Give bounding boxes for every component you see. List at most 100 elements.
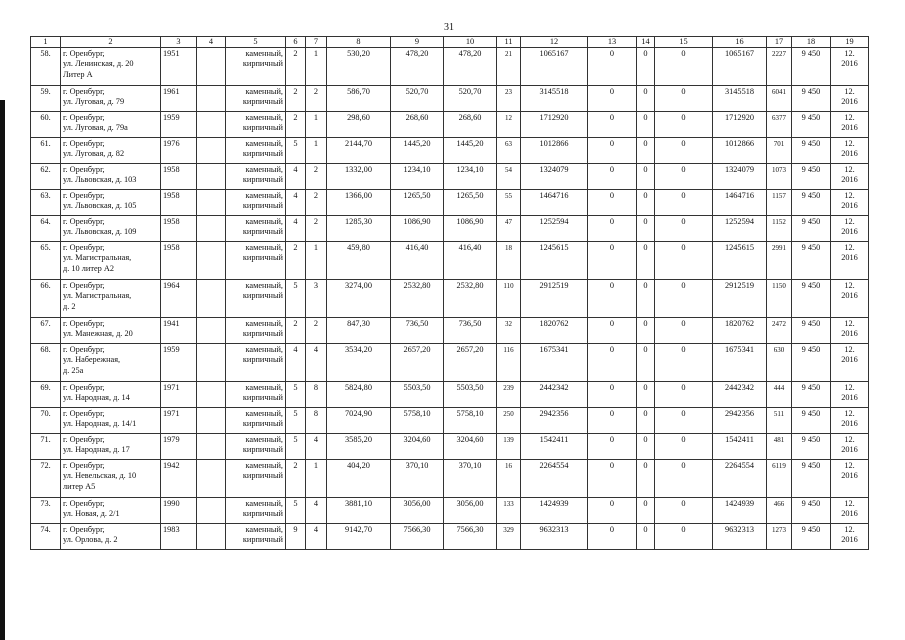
cell-residents: 21: [496, 47, 521, 87]
column-header-11: 11: [496, 35, 521, 49]
cell-col-15: 0: [654, 407, 713, 435]
column-header-19: 19: [830, 35, 869, 49]
cell-rate: 9 450: [791, 215, 831, 243]
cell-unit-cost: 630: [766, 343, 792, 383]
cell-residents: 250: [496, 407, 521, 435]
table-row: 63. г. Оренбург, ул. Львовская, д. 105 195…: [30, 189, 869, 217]
column-header-14: 14: [636, 35, 655, 49]
cell-cost: 2442342: [520, 381, 588, 409]
cell-wall-material: каменный, кирпичный: [225, 343, 286, 383]
cell-deadline: 12. 2016: [830, 111, 869, 139]
cell-address: г. Оренбург, ул. Орлова, д. 2: [60, 523, 161, 551]
cell-col-13: 0: [587, 85, 637, 113]
cell-total-cost: 1542411: [712, 433, 767, 461]
cell-area-col-10: 2657,20: [443, 343, 497, 383]
cell-wall-material: каменный, кирпичный: [225, 279, 286, 319]
cell-deadline: 12. 2016: [830, 433, 869, 461]
cell-col-13: 0: [587, 279, 637, 319]
cell-total-area: 2144,70: [326, 137, 391, 165]
cell-col-13: 0: [587, 317, 637, 345]
cell-col-4: [196, 241, 226, 281]
cell-total-area: 298,60: [326, 111, 391, 139]
cell-wall-material: каменный, кирпичный: [225, 459, 286, 499]
header-row: 1 2 3 4 5 6 7 8 9 10 11 12 13 14 15 16 17 18 19: [30, 35, 869, 49]
cell-unit-cost: 2472: [766, 317, 792, 345]
cell-col-15: 0: [654, 279, 713, 319]
cell-address: г. Оренбург, ул. Луговая, д. 82: [60, 137, 161, 165]
cell-unit-cost: 6377: [766, 111, 792, 139]
cell-address: г. Оренбург, ул. Набережная, д. 25а: [60, 343, 161, 383]
cell-col-4: [196, 137, 226, 165]
cell-area-col-10: 1445,20: [443, 137, 497, 165]
cell-cost: 1712920: [520, 111, 588, 139]
column-header-9: 9: [390, 35, 444, 49]
cell-floors: 2: [285, 317, 306, 345]
cell-total-area: 3585,20: [326, 433, 391, 461]
cell-deadline: 12. 2016: [830, 279, 869, 319]
cell-total-cost: 2264554: [712, 459, 767, 499]
cell-col-13: 0: [587, 433, 637, 461]
cell-unit-cost: 1273: [766, 523, 792, 551]
cell-col-14: 0: [636, 497, 655, 525]
cell-row-number: 69.: [30, 381, 61, 409]
cell-wall-material: каменный, кирпичный: [225, 85, 286, 113]
cell-year-built: 1941: [160, 317, 197, 345]
cell-total-cost: 1012866: [712, 137, 767, 165]
cell-rate: 9 450: [791, 137, 831, 165]
cell-wall-material: каменный, кирпичный: [225, 189, 286, 217]
cell-col-15: 0: [654, 523, 713, 551]
cell-col-15: 0: [654, 459, 713, 499]
cell-cost: 9632313: [520, 523, 588, 551]
cell-row-number: 60.: [30, 111, 61, 139]
cell-col-14: 0: [636, 381, 655, 409]
cell-deadline: 12. 2016: [830, 163, 869, 191]
cell-living-area: 3056,00: [390, 497, 444, 525]
cell-row-number: 67.: [30, 317, 61, 345]
column-header-3: 3: [160, 35, 197, 49]
cell-col-15: 0: [654, 317, 713, 345]
cell-col-13: 0: [587, 459, 637, 499]
cell-deadline: 12. 2016: [830, 497, 869, 525]
cell-floors: 2: [285, 241, 306, 281]
cell-col-13: 0: [587, 497, 637, 525]
cell-total-area: 586,70: [326, 85, 391, 113]
cell-deadline: 12. 2016: [830, 381, 869, 409]
cell-living-area: 1445,20: [390, 137, 444, 165]
cell-area-col-10: 2532,80: [443, 279, 497, 319]
cell-floors: 4: [285, 215, 306, 243]
cell-cost: 1065167: [520, 47, 588, 87]
cell-living-area: 520,70: [390, 85, 444, 113]
cell-unit-cost: 1150: [766, 279, 792, 319]
cell-row-number: 64.: [30, 215, 61, 243]
cell-col-13: 0: [587, 523, 637, 551]
cell-wall-material: каменный, кирпичный: [225, 407, 286, 435]
column-header-6: 6: [285, 35, 306, 49]
cell-total-area: 1285,30: [326, 215, 391, 243]
cell-col-15: 0: [654, 85, 713, 113]
cell-rate: 9 450: [791, 343, 831, 383]
cell-unit-cost: 701: [766, 137, 792, 165]
cell-unit-cost: 6119: [766, 459, 792, 499]
table-row: 68. г. Оренбург, ул. Набережная, д. 25а 19…: [30, 343, 869, 383]
cell-cost: 2942356: [520, 407, 588, 435]
cell-wall-material: каменный, кирпичный: [225, 523, 286, 551]
cell-col-13: 0: [587, 381, 637, 409]
cell-living-area: 7566,30: [390, 523, 444, 551]
cell-living-area: 370,10: [390, 459, 444, 499]
table-row: 64. г. Оренбург, ул. Львовская, д. 109 195…: [30, 215, 869, 243]
cell-deadline: 12. 2016: [830, 47, 869, 87]
cell-area-col-10: 268,60: [443, 111, 497, 139]
cell-residents: 329: [496, 523, 521, 551]
cell-year-built: 1942: [160, 459, 197, 499]
cell-total-area: 847,30: [326, 317, 391, 345]
cell-entrances: 2: [305, 317, 327, 345]
cell-floors: 9: [285, 523, 306, 551]
cell-living-area: 736,50: [390, 317, 444, 345]
column-header-2: 2: [60, 35, 161, 49]
cell-rate: 9 450: [791, 381, 831, 409]
cell-wall-material: каменный, кирпичный: [225, 497, 286, 525]
cell-wall-material: каменный, кирпичный: [225, 317, 286, 345]
cell-address: г. Оренбург, ул. Львовская, д. 103: [60, 163, 161, 191]
cell-entrances: 4: [305, 433, 327, 461]
cell-living-area: 2657,20: [390, 343, 444, 383]
